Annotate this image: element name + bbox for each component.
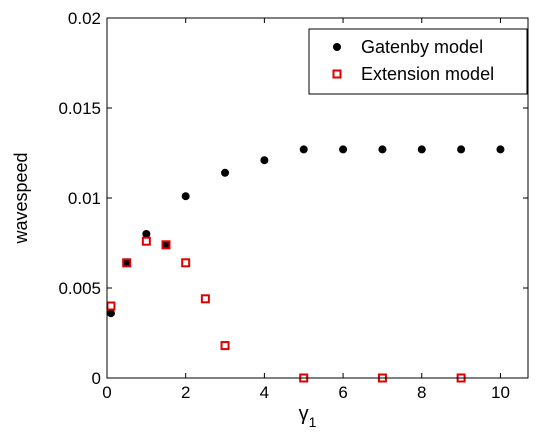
x-axis-label: γ1: [299, 403, 317, 430]
data-point: [162, 240, 171, 249]
data-point: [181, 258, 191, 268]
y-tick-label: 0.01: [68, 189, 101, 208]
data-point: [106, 301, 116, 311]
x-tick-label: 2: [181, 383, 190, 402]
legend-label: Gatenby model: [361, 37, 483, 57]
x-axis: 0 2 4 6 8 10: [102, 18, 510, 402]
data-point: [122, 258, 132, 268]
data-point: [339, 145, 348, 154]
x-tick-label: 10: [491, 383, 510, 402]
data-point: [417, 145, 426, 154]
y-tick-label: 0.005: [58, 279, 101, 298]
data-point: [141, 236, 151, 246]
data-point: [220, 341, 230, 351]
data-point: [181, 192, 190, 201]
legend: Gatenby model Extension model: [308, 28, 528, 95]
x-tick-label: 0: [102, 383, 111, 402]
legend-label: Extension model: [361, 64, 494, 84]
data-point: [200, 294, 210, 304]
extension-series: [106, 236, 466, 383]
x-tick-label: 8: [417, 383, 426, 402]
x-axis-label-subscript: 1: [309, 414, 317, 430]
legend-box: [308, 28, 528, 95]
y-tick-label: 0.015: [58, 99, 101, 118]
data-point: [161, 240, 171, 250]
y-axis: 0 0.005 0.01 0.015 0.02: [58, 9, 528, 388]
y-tick-label: 0.02: [68, 9, 101, 28]
y-axis-label: wavespeed: [11, 152, 31, 244]
data-point: [106, 309, 115, 318]
data-point: [378, 145, 387, 154]
legend-marker: [332, 69, 342, 79]
data-point: [299, 145, 308, 154]
data-point: [221, 168, 230, 177]
data-point: [122, 258, 131, 267]
x-axis-label-main: γ: [299, 403, 309, 425]
legend-marker: [333, 43, 341, 51]
data-point: [142, 230, 151, 238]
data-point: [260, 156, 269, 165]
x-tick-label: 4: [260, 383, 269, 402]
x-tick-label: 6: [338, 383, 347, 402]
data-point: [496, 145, 505, 154]
y-tick-label: 0: [92, 369, 101, 388]
gatenby-series: [106, 145, 505, 318]
data-point: [457, 145, 466, 154]
